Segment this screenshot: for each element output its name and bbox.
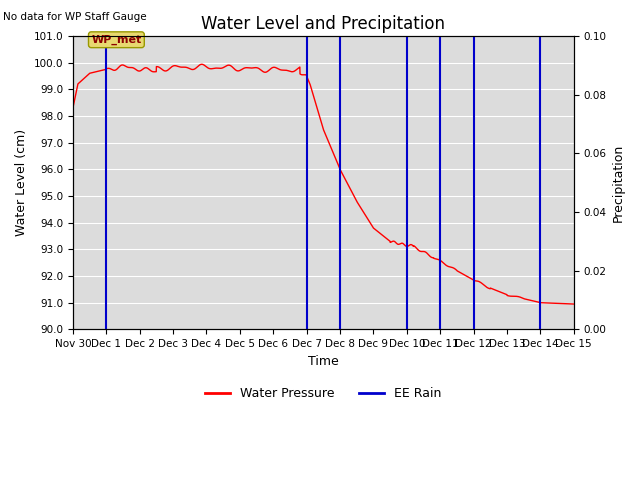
Text: WP_met: WP_met [92,35,141,45]
Y-axis label: Water Level (cm): Water Level (cm) [15,129,28,236]
Y-axis label: Precipitation: Precipitation [612,144,625,222]
Title: Water Level and Precipitation: Water Level and Precipitation [202,15,445,33]
Text: No data for WP Staff Gauge: No data for WP Staff Gauge [3,12,147,22]
X-axis label: Time: Time [308,355,339,368]
Legend: Water Pressure, EE Rain: Water Pressure, EE Rain [200,382,447,405]
